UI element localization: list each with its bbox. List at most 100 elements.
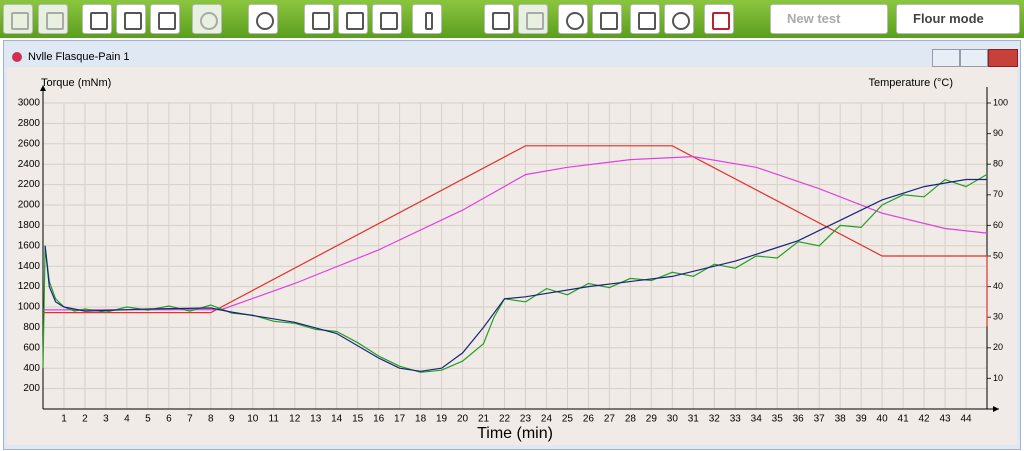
x-tick-label: 32 — [709, 414, 721, 425]
x-tick-label: 13 — [310, 414, 322, 425]
y-tick-label: 2000 — [18, 200, 41, 211]
x-tick-label: 33 — [730, 414, 742, 425]
save-button[interactable] — [116, 4, 146, 34]
toolbar: New test Flour mode — [0, 0, 1024, 38]
y-tick-label: 1200 — [18, 281, 41, 292]
chart-area: Torque (mNm) Temperature (°C) Time (min)… — [7, 67, 1017, 450]
x-tick-label: 21 — [478, 414, 490, 425]
y-tick-label: 800 — [23, 322, 40, 333]
y2-tick-label: 90 — [993, 128, 1003, 138]
flour-mode-button[interactable]: Flour mode — [896, 4, 1020, 34]
y2-tick-label: 60 — [993, 220, 1003, 230]
x-tick-label: 7 — [187, 414, 193, 425]
zoom-button[interactable] — [558, 4, 588, 34]
x-axis-title: Time (min) — [477, 425, 553, 442]
stop-button[interactable] — [192, 4, 222, 34]
report-button[interactable] — [630, 4, 660, 34]
view-button[interactable] — [664, 4, 694, 34]
x-tick-label: 15 — [352, 414, 364, 425]
x-tick-label: 26 — [583, 414, 595, 425]
y-tick-label: 2800 — [18, 118, 41, 129]
y-tick-label: 1000 — [18, 302, 41, 313]
x-tick-label: 41 — [898, 414, 910, 425]
y2-tick-label: 40 — [993, 281, 1003, 291]
x-tick-label: 37 — [814, 414, 826, 425]
new-test-button[interactable]: New test — [770, 4, 888, 34]
x-tick-label: 27 — [604, 414, 616, 425]
idea-button[interactable] — [248, 4, 278, 34]
y-tick-label: 3000 — [18, 98, 41, 109]
axis-arrow — [993, 406, 999, 412]
y-tick-label: 1600 — [18, 240, 41, 251]
series-line — [42, 173, 988, 373]
x-tick-label: 17 — [394, 414, 406, 425]
edit-button[interactable] — [304, 4, 334, 34]
chart-window: Nvlle Flasque-Pain 1 Torque (mNm) Temper… — [3, 40, 1021, 450]
x-tick-label: 5 — [145, 414, 151, 425]
x-tick-label: 31 — [688, 414, 700, 425]
y2-tick-label: 70 — [993, 189, 1003, 199]
y-tick-label: 2600 — [18, 138, 41, 149]
print-button[interactable] — [150, 4, 180, 34]
window-title: Nvlle Flasque-Pain 1 — [28, 51, 130, 63]
x-tick-label: 40 — [877, 414, 889, 425]
x-tick-label: 42 — [919, 414, 931, 425]
x-tick-label: 4 — [124, 414, 130, 425]
x-tick-label: 16 — [373, 414, 385, 425]
x-tick-label: 3 — [103, 414, 109, 425]
y-tick-label: 400 — [23, 363, 40, 374]
x-tick-label: 24 — [541, 414, 553, 425]
resize-button[interactable] — [592, 4, 622, 34]
x-tick-label: 11 — [269, 414, 280, 425]
close-button[interactable] — [988, 49, 1018, 67]
certificate-button[interactable] — [338, 4, 368, 34]
x-tick-label: 14 — [331, 414, 343, 425]
x-tick-label: 2 — [82, 414, 88, 425]
x-tick-label: 22 — [499, 414, 511, 425]
y2-tick-label: 20 — [993, 342, 1003, 352]
x-tick-label: 25 — [562, 414, 574, 425]
graph-button[interactable] — [372, 4, 402, 34]
x-tick-label: 19 — [436, 414, 448, 425]
x-tick-label: 1 — [61, 414, 67, 425]
open-button[interactable] — [82, 4, 112, 34]
minimize-button[interactable] — [932, 49, 960, 67]
x-tick-label: 6 — [166, 414, 172, 425]
y-tick-label: 1800 — [18, 220, 41, 231]
x-tick-label: 38 — [835, 414, 847, 425]
x-tick-label: 18 — [415, 414, 427, 425]
y2-tick-label: 100 — [993, 97, 1008, 107]
x-tick-label: 28 — [625, 414, 637, 425]
y2-axis-title: Temperature (°C) — [869, 77, 953, 89]
x-tick-label: 30 — [667, 414, 679, 425]
y-tick-label: 1400 — [18, 261, 41, 272]
curves-button[interactable] — [38, 4, 68, 34]
axis-arrow — [40, 85, 46, 91]
chart: Torque (mNm) Temperature (°C) Time (min)… — [7, 67, 1017, 445]
delete-button[interactable] — [518, 4, 548, 34]
y-tick-label: 2200 — [18, 179, 41, 190]
series-line — [42, 155, 988, 311]
x-tick-label: 39 — [856, 414, 868, 425]
exit-button[interactable] — [704, 4, 734, 34]
y2-tick-label: 30 — [993, 312, 1003, 322]
y-axis-title: Torque (mNm) — [41, 77, 111, 89]
x-tick-label: 23 — [520, 414, 532, 425]
y-tick-label: 200 — [23, 383, 40, 394]
y-tick-label: 600 — [23, 342, 40, 353]
maximize-button[interactable] — [960, 49, 988, 67]
x-tick-label: 10 — [247, 414, 259, 425]
x-tick-label: 44 — [960, 414, 972, 425]
temperature-button[interactable] — [412, 4, 442, 34]
series-line — [43, 145, 988, 327]
x-tick-label: 29 — [646, 414, 658, 425]
x-tick-label: 20 — [457, 414, 469, 425]
x-tick-label: 35 — [772, 414, 784, 425]
export-button[interactable] — [484, 4, 514, 34]
curve-button[interactable] — [3, 4, 33, 34]
y2-tick-label: 50 — [993, 250, 1003, 260]
x-tick-label: 8 — [208, 414, 214, 425]
y-tick-label: 2400 — [18, 159, 41, 170]
x-tick-label: 12 — [289, 414, 301, 425]
